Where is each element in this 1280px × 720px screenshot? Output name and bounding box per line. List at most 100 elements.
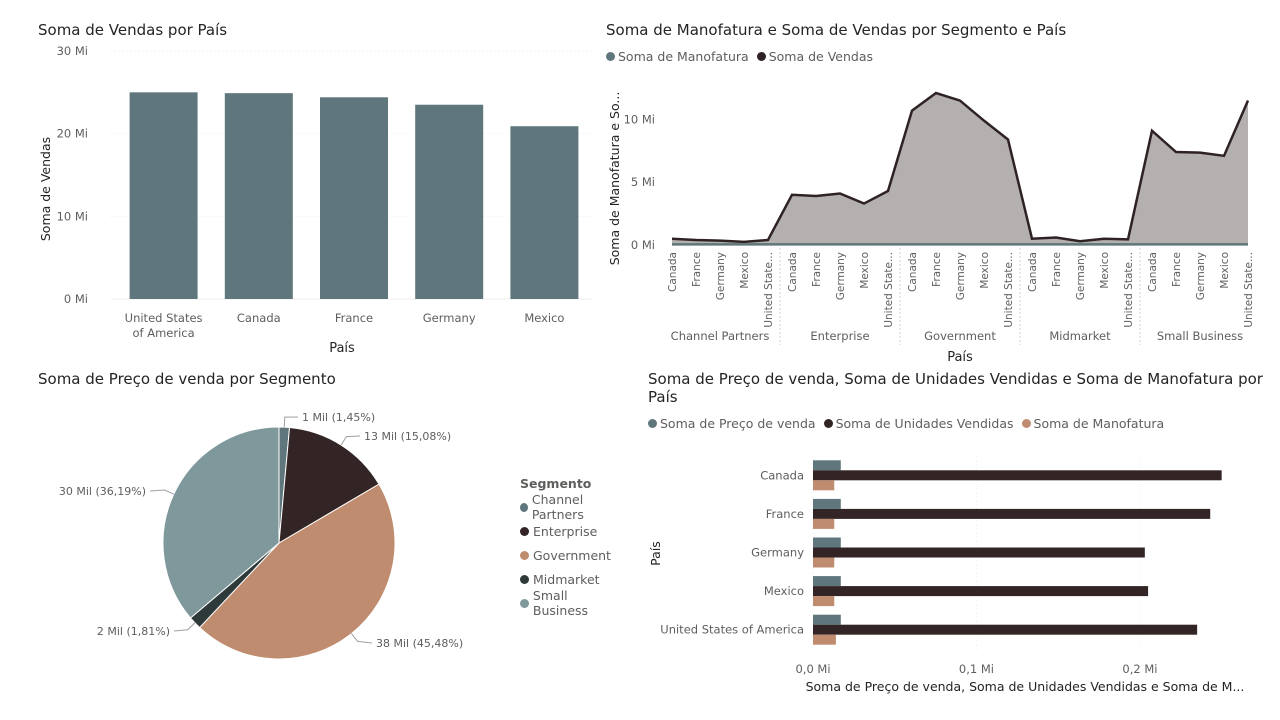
- group-label: Government: [924, 329, 996, 343]
- price-by-segment-panel[interactable]: Soma de Preço de venda por Segmento 1 Mi…: [26, 366, 626, 706]
- y-tick-label: 10 Mi: [57, 209, 88, 223]
- legend-marker: [520, 550, 529, 560]
- legend-label: Small Business: [532, 588, 589, 618]
- y-tick-label: Mexico: [764, 584, 804, 598]
- sales-by-country-title: Soma de Vendas por País: [38, 21, 228, 39]
- y-axis-title: Soma de Vendas: [38, 137, 53, 241]
- x-tick-label: Mexico: [1099, 252, 1111, 289]
- legend-label: Soma de Manofatura: [1033, 416, 1165, 431]
- x-tick-label: France: [1171, 252, 1183, 287]
- sales-line: [671, 91, 1250, 244]
- x-tick-label: Mexico: [1219, 252, 1231, 289]
- bar: [813, 470, 1222, 481]
- price-units-manufacturing-panel[interactable]: Soma de Preço de venda, Soma de Unidades…: [640, 366, 1263, 706]
- y-tick-label: 30 Mi: [57, 44, 88, 58]
- x-tick-label: France: [1051, 252, 1063, 287]
- leader-line: [149, 489, 174, 495]
- legend-item-units[interactable]: Soma de Unidades Vendidas: [823, 416, 1014, 431]
- legend-item-small-business[interactable]: Small Business: [520, 588, 626, 618]
- leader-line: [351, 633, 373, 644]
- bar: [415, 104, 484, 299]
- x-tick-label: Mexico: [524, 311, 564, 325]
- y-tick-label: 10 Mi: [624, 112, 655, 126]
- legend-item-sales[interactable]: Soma de Vendas: [756, 49, 873, 64]
- y-tick-label: 0 Mi: [631, 238, 655, 252]
- x-tick-label: Germany: [423, 311, 476, 325]
- data-label: 30 Mil (36,19%): [59, 485, 146, 498]
- bar: [813, 557, 835, 568]
- legend-marker: [520, 574, 529, 584]
- y-tick-label: Canada: [760, 468, 804, 482]
- sales-by-country-panel[interactable]: Soma de Vendas por País 0 Mi 10 Mi 20 Mi 30…: [26, 14, 600, 366]
- legend-item-manufacturing[interactable]: Soma de Manofatura: [606, 49, 749, 64]
- x-axis-title: País: [947, 350, 973, 365]
- bar: [813, 576, 841, 587]
- x-tick-label: Mexico: [739, 252, 751, 289]
- area-chart: 0 Mi 5 Mi 10 Mi Canada France Germany Mexico Un…: [607, 91, 1255, 365]
- x-tick-label: United State...: [1243, 252, 1255, 328]
- x-tick-label: Canada: [1027, 252, 1039, 292]
- legend-title: Segmento: [520, 476, 592, 491]
- y-tick-label: 20 Mi: [57, 127, 88, 141]
- bar: [224, 93, 293, 299]
- x-tick-label: United State...: [763, 252, 775, 328]
- legend-marker: [823, 419, 833, 428]
- legend-marker: [606, 52, 615, 61]
- x-axis-title: Soma de Preço de venda, Soma de Unidades…: [806, 679, 1245, 694]
- legend-item-price[interactable]: Soma de Preço de venda: [648, 416, 816, 431]
- legend-item-government[interactable]: Government: [520, 543, 626, 567]
- hbar-chart-title-line2: País: [648, 388, 678, 406]
- legend-item-channel-partners[interactable]: Channel Partners: [520, 492, 626, 522]
- x-axis-title: País: [329, 341, 355, 356]
- x-tick-label: United State...: [883, 252, 895, 328]
- x-tick-label: Mexico: [859, 252, 871, 289]
- x-tick-label: Germany: [715, 252, 727, 300]
- x-tick-label: France: [931, 252, 943, 287]
- x-tick-label: Canada: [667, 252, 679, 292]
- x-tick-label: Germany: [1075, 252, 1087, 300]
- legend-label: Enterprise: [533, 523, 598, 539]
- legend-item-midmarket[interactable]: Midmarket: [520, 567, 626, 591]
- x-tick-label: of America: [133, 326, 195, 340]
- legend-marker: [520, 502, 528, 512]
- x-tick-label: 0,0 Mi: [795, 662, 830, 676]
- legend-label: Channel Partners: [531, 492, 584, 522]
- bar: [813, 586, 1149, 597]
- data-label: 13 Mil (15,08%): [364, 430, 451, 443]
- x-tick-label: United State...: [1003, 252, 1015, 328]
- area-chart-title: Soma de Manofatura e Soma de Vendas por …: [606, 21, 1067, 39]
- y-axis-title: Soma de Manofatura e So...: [607, 92, 622, 266]
- y-tick-label: United States of America: [660, 623, 804, 637]
- y-tick-label: 0 Mi: [64, 292, 88, 306]
- y-tick-label: France: [766, 507, 804, 521]
- bar: [510, 126, 579, 299]
- x-tick-label: Mexico: [979, 252, 991, 289]
- data-label: 1 Mil (1,45%): [302, 411, 375, 424]
- bar: [813, 518, 835, 529]
- leader-line: [340, 435, 361, 446]
- x-tick-label: 0,2 Mi: [1122, 662, 1157, 676]
- manufacturing-sales-by-segment-panel[interactable]: Soma de Manofatura e Soma de Vendas por …: [600, 14, 1260, 366]
- hbar-chart-legend: Soma de Preço de venda Soma de Unidades V…: [648, 416, 1172, 431]
- bar: [813, 614, 841, 625]
- hbar-chart-title-line1: Soma de Preço de venda, Soma de Unidades…: [648, 370, 1263, 388]
- y-axis-title: País: [648, 541, 663, 566]
- legend-item-enterprise[interactable]: Enterprise: [520, 519, 626, 543]
- hbar-chart: 0,0 Mi 0,1 Mi 0,2 Mi Canada France Germany Mex…: [648, 456, 1245, 694]
- bar: [813, 547, 1145, 558]
- bar: [813, 634, 836, 645]
- x-tick-label: France: [335, 311, 373, 325]
- legend-label: Midmarket: [533, 571, 600, 587]
- x-tick-label: Canada: [1147, 252, 1159, 292]
- legend-label: Soma de Preço de venda: [660, 416, 816, 431]
- legend-item-manufacturing[interactable]: Soma de Manofatura: [1021, 416, 1165, 431]
- bar: [813, 624, 1198, 635]
- group-label: Channel Partners: [671, 329, 770, 343]
- leader-line: [173, 622, 196, 632]
- legend-marker: [1021, 419, 1031, 428]
- legend-marker: [648, 419, 657, 428]
- area-fill: [672, 93, 1248, 245]
- pie-slice: [278, 426, 380, 544]
- legend-label: Soma de Unidades Vendidas: [835, 416, 1014, 431]
